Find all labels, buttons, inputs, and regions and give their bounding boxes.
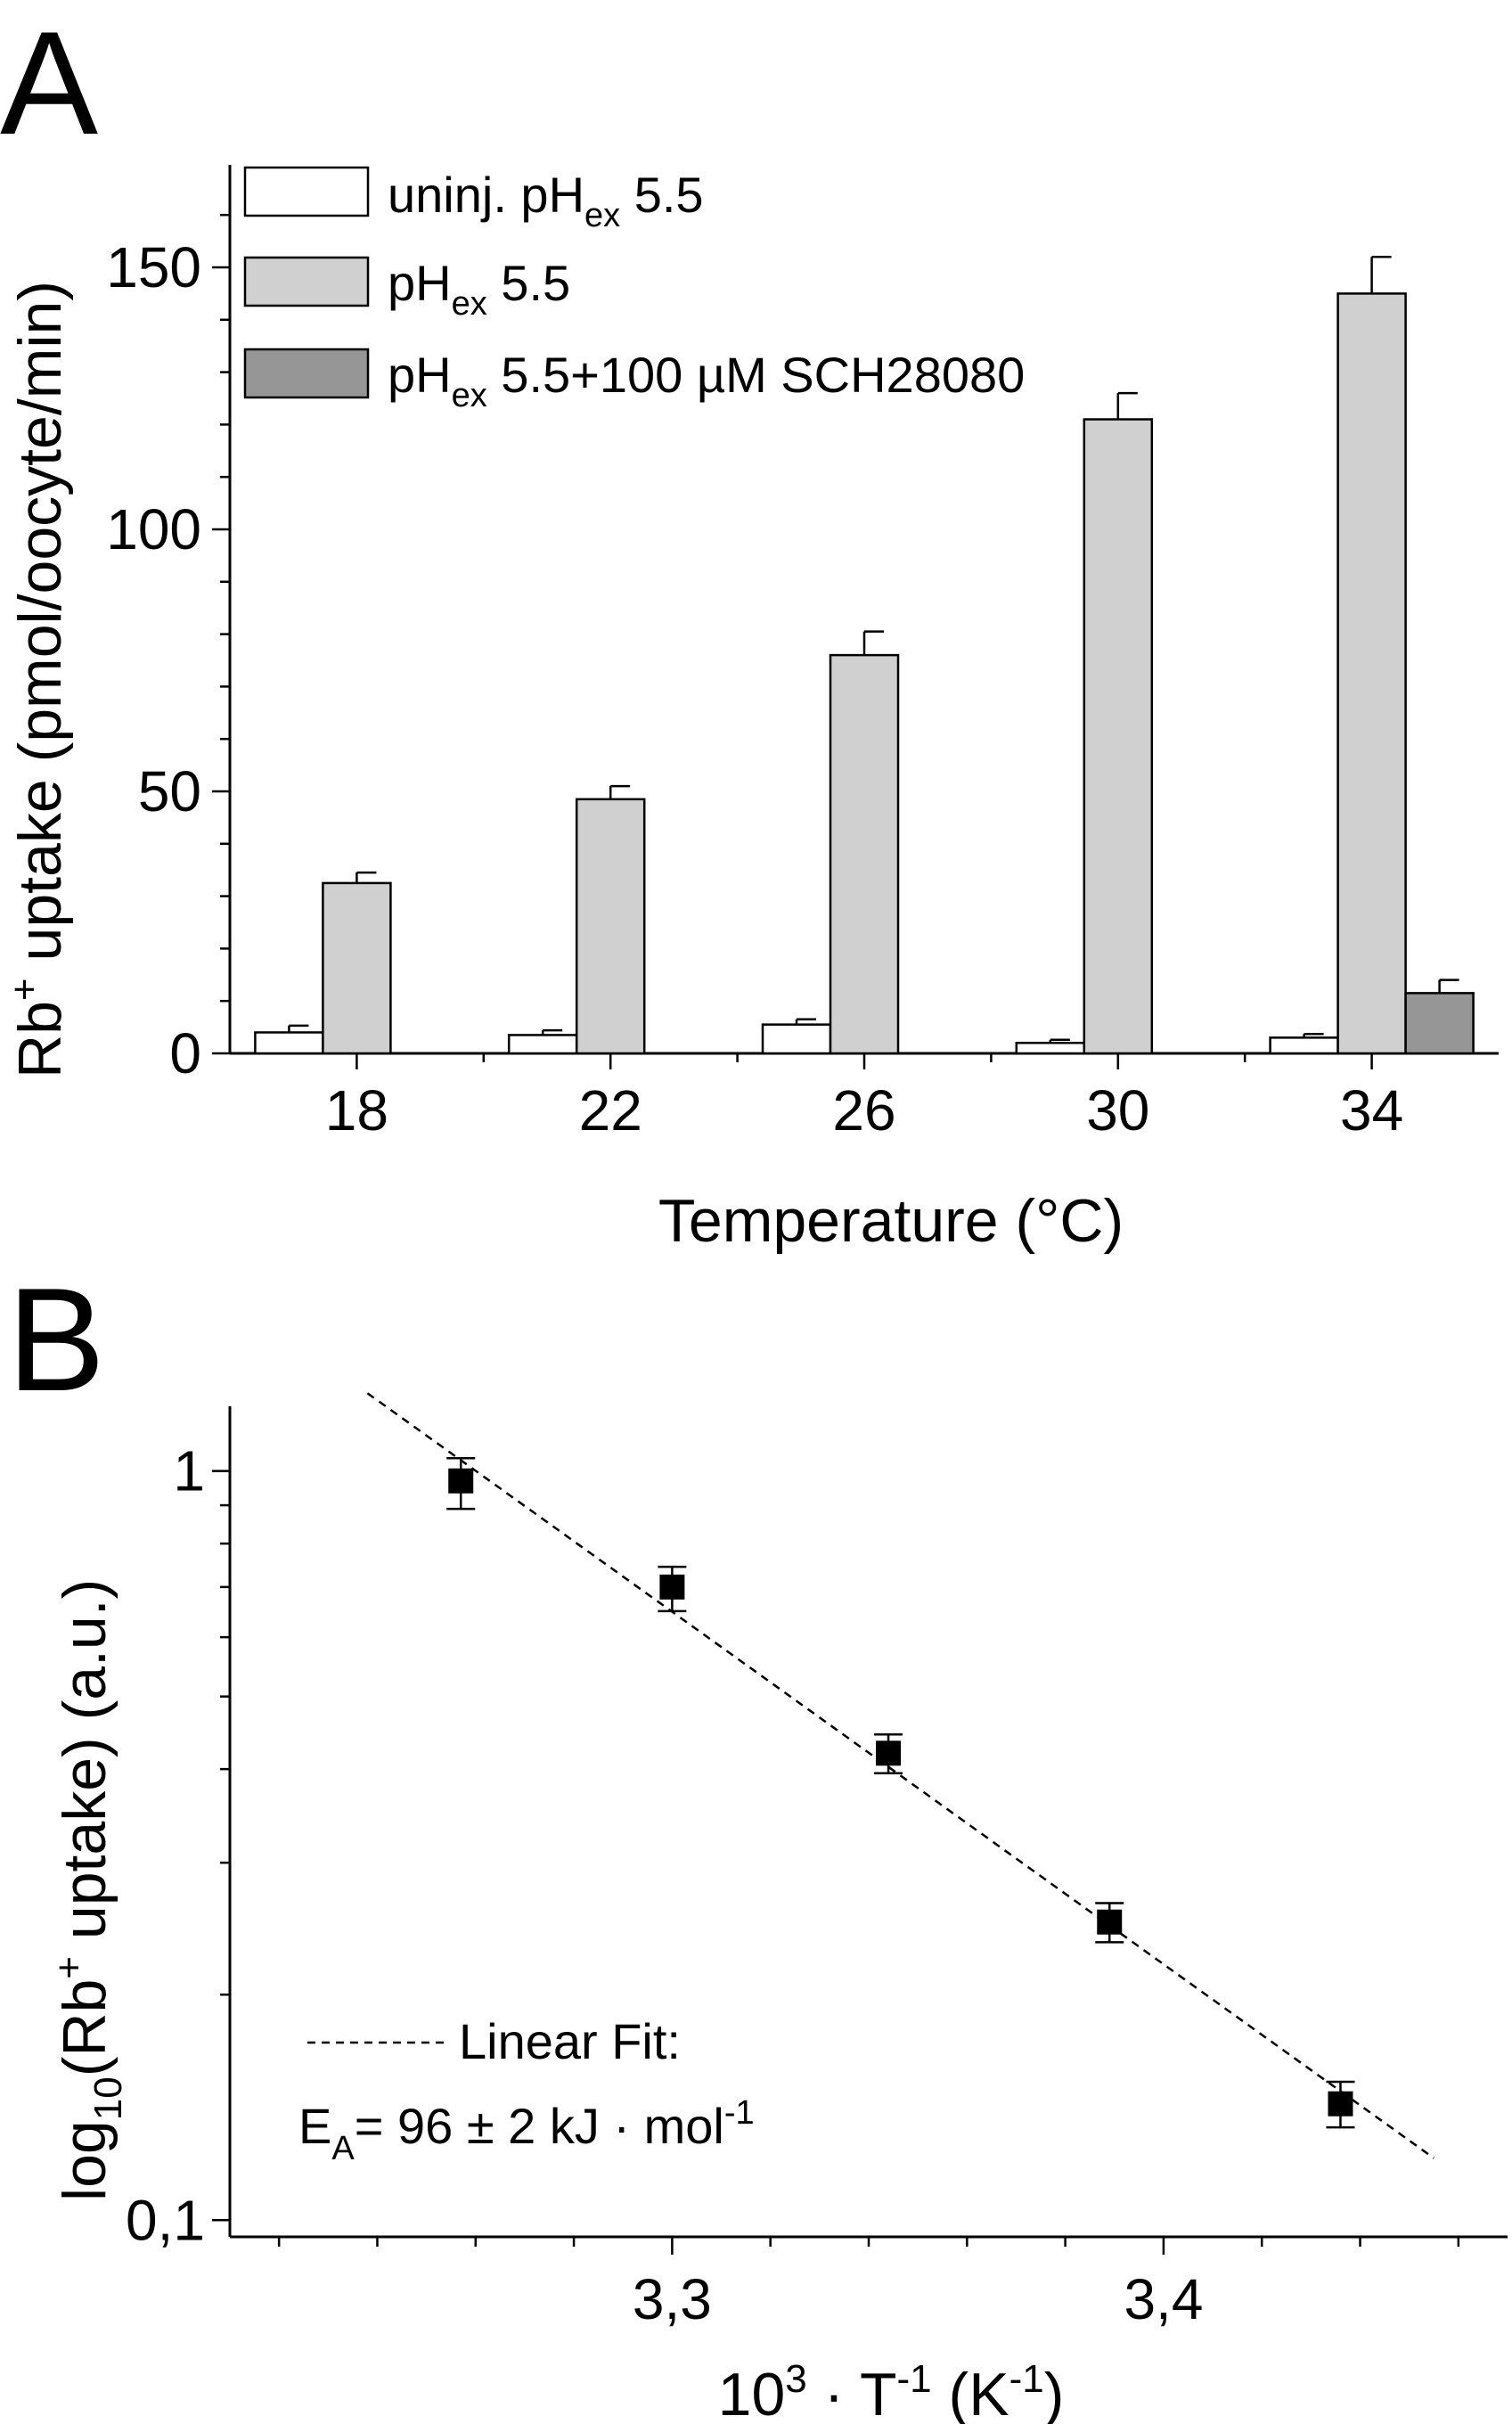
y-tick-label: 0,1 [126,2188,205,2252]
bar [507,1034,578,1055]
panel-b-label: B [7,1257,105,1421]
bar [575,798,646,1055]
y-tick-label: 100 [106,497,201,561]
legend-swatch-sch28080 [243,348,370,399]
chart-a-y-label: Rb+ uptake (pmol/oocyte/min) [3,281,74,1078]
bar [761,1023,832,1055]
error-bar [1438,979,1459,994]
x-tick-label: 26 [832,1078,895,1142]
legend-label-sch28080: pHex 5.5+100 µM SCH28080 [388,347,1025,414]
error-bar [1370,255,1392,294]
chart-a-legend: uninj. pHex 5.5 pHex 5.5 pHex 5.5+100 µM… [243,166,1025,414]
bar [254,1031,324,1055]
error-bar [862,630,884,656]
error-bar [795,1018,816,1025]
legend-swatch-uninjected [243,166,370,217]
error-bar [356,871,377,883]
bar [1083,418,1154,1055]
legend-label-uninjected: uninj. pHex 5.5 [388,167,704,234]
bar [1015,1041,1086,1055]
bar [322,881,392,1055]
x-tick-label: 18 [325,1078,388,1142]
chart-b-y-ticks: 0,11 [126,1439,230,2252]
legend-swatch-ph55 [243,256,370,307]
x-tick-label: 3,4 [1124,2267,1203,2331]
chart-b-x-label: 103 · T-1 (K-1) [718,2357,1065,2424]
y-tick-label: 50 [138,759,201,823]
chart-b-fit-line-group [366,1392,1434,2159]
chart-b-y-label: log10(Rb+ uptake) (a.u.) [47,1579,130,2201]
x-tick-label: 3,3 [633,2267,712,2331]
chart-a-x-ticks: 18 22 26 30 34 [325,1053,1403,1142]
y-tick-label: 1 [173,1439,205,1503]
chart-b-annotation: Linear Fit: EA= 96 ± 2 kJ · mol-1 [298,2013,755,2167]
chart-a: 0 50 100 150 18 22 26 30 34 Rb+ uptake (pmol/oo… [3,165,1499,1255]
chart-b: 0,11 3,3 3,4 log10(Rb+ uptake) (a.u.) 103… [47,1392,1508,2424]
legend-label-ph55: pHex 5.5 [388,255,570,323]
y-tick-label: 150 [106,235,201,299]
bar [1269,1036,1339,1055]
bar [829,653,900,1055]
x-tick-label: 34 [1340,1078,1403,1142]
fit-line [366,1392,1434,2159]
error-bar [541,1028,563,1036]
chart-b-x-ticks: 3,3 3,4 [277,2237,1460,2331]
data-point [659,1574,685,1600]
error-bar [1049,1038,1070,1044]
chart-b-points [446,1457,1355,2129]
x-tick-label: 22 [579,1078,642,1142]
error-bar [1303,1032,1324,1038]
data-point [1097,1909,1123,1935]
data-point [448,1468,474,1494]
fit-legend-label: Linear Fit: [459,2013,681,2069]
data-point [876,1740,902,1766]
chart-a-x-label: Temperature (°C) [658,1187,1124,1255]
error-bar [1116,391,1138,420]
error-bar [609,784,631,799]
activation-energy-label: EA= 96 ± 2 kJ · mol-1 [298,2094,755,2167]
data-point [1328,2091,1353,2117]
chart-a-bars [254,255,1475,1055]
x-tick-label: 30 [1086,1078,1149,1142]
bar [1404,992,1475,1055]
chart-a-y-ticks: 0 50 100 150 [106,213,230,1085]
bar [1336,292,1407,1055]
y-tick-label: 0 [169,1021,201,1085]
panel-a-label: A [0,1,98,165]
error-bar [288,1024,309,1033]
